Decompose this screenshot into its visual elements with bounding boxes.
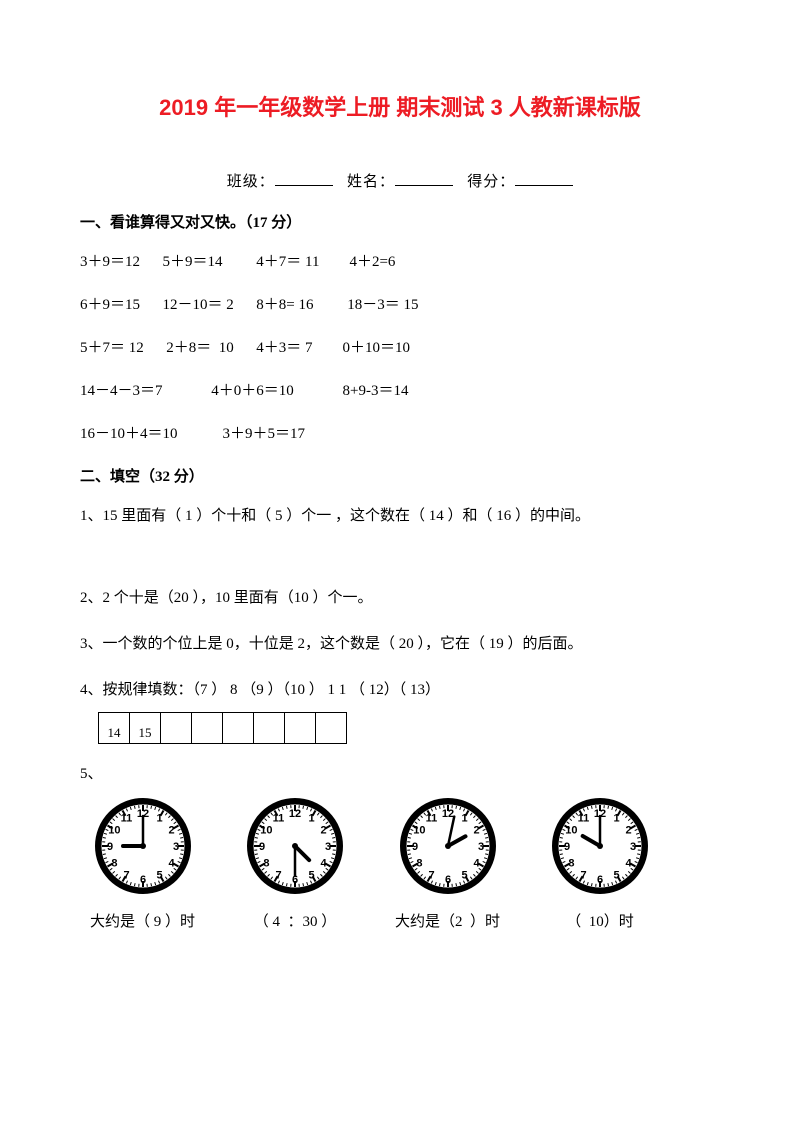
clock: 123456789101112大约是（ 9 ）时 — [90, 796, 195, 931]
svg-text:11: 11 — [578, 812, 590, 824]
svg-text:3: 3 — [477, 841, 483, 853]
sequence-box — [161, 712, 192, 744]
svg-text:2: 2 — [321, 825, 327, 837]
svg-text:1: 1 — [156, 812, 162, 824]
clock-label: 大约是（ 9 ）时 — [90, 910, 195, 931]
section-2-heading: 二、填空（32 分） — [80, 465, 720, 486]
svg-text:11: 11 — [120, 812, 132, 824]
clock-icon: 123456789101112 — [398, 796, 498, 896]
svg-text:3: 3 — [172, 841, 178, 853]
svg-text:5: 5 — [613, 870, 619, 882]
svg-text:7: 7 — [275, 870, 281, 882]
svg-text:8: 8 — [568, 858, 574, 870]
svg-text:5: 5 — [308, 870, 314, 882]
sequence-box — [254, 712, 285, 744]
svg-text:1: 1 — [461, 812, 467, 824]
name-label: 姓名： — [347, 174, 395, 190]
svg-text:2: 2 — [473, 825, 479, 837]
sequence-boxes: 1415 — [98, 712, 720, 744]
svg-text:8: 8 — [416, 858, 422, 870]
score-label: 得分： — [467, 174, 515, 190]
svg-text:12: 12 — [289, 808, 301, 820]
sequence-box: 15 — [130, 712, 161, 744]
clock: 123456789101112大约是（2 ）时 — [395, 796, 500, 931]
info-line: 班级： 姓名： 得分： — [80, 170, 720, 191]
sequence-box: 14 — [98, 712, 130, 744]
clocks-row: 123456789101112大约是（ 9 ）时123456789101112（… — [90, 796, 720, 931]
name-blank — [395, 171, 453, 186]
clock-icon: 123456789101112 — [550, 796, 650, 896]
calc-row-4: 14－4－3＝7 4＋0＋6＝10 8+9-3＝14 — [80, 379, 720, 400]
svg-text:6: 6 — [444, 874, 450, 886]
svg-text:11: 11 — [273, 812, 285, 824]
clock: 123456789101112（ 4 ：30 ） — [245, 796, 345, 931]
class-blank — [275, 171, 333, 186]
q5-label: 5、 — [80, 762, 720, 786]
svg-text:3: 3 — [630, 841, 636, 853]
svg-text:9: 9 — [259, 841, 265, 853]
svg-text:7: 7 — [580, 870, 586, 882]
svg-text:10: 10 — [260, 825, 272, 837]
svg-text:10: 10 — [108, 825, 120, 837]
svg-text:7: 7 — [428, 870, 434, 882]
clock-label: （ 4 ：30 ） — [254, 910, 337, 931]
svg-text:5: 5 — [461, 870, 467, 882]
svg-text:6: 6 — [597, 874, 603, 886]
sequence-box — [223, 712, 254, 744]
calc-row-2: 6＋9＝15 12－10＝ 2 8＋8= 16 18－3＝ 15 — [80, 293, 720, 314]
svg-text:9: 9 — [106, 841, 112, 853]
svg-text:6: 6 — [139, 874, 145, 886]
calc-row-3: 5＋7＝ 12 2＋8＝ 10 4＋3＝ 7 0＋10＝10 — [80, 336, 720, 357]
page-title: 2019 年一年级数学上册 期末测试 3 人教新课标版 — [80, 90, 720, 122]
q4: 4、按规律填数：（7 ） 8 （9 ）（10 ） 1 1 （ 12）（ 13） — [80, 678, 720, 702]
svg-text:8: 8 — [263, 858, 269, 870]
svg-text:12: 12 — [441, 808, 453, 820]
clock-label: 大约是（2 ）时 — [395, 910, 500, 931]
q1: 1、15 里面有（ 1 ）个十和（ 5 ）个一 ，这个数在（ 14 ）和（ 16… — [80, 504, 720, 528]
score-blank — [515, 171, 573, 186]
svg-text:4: 4 — [168, 858, 175, 870]
svg-text:5: 5 — [156, 870, 162, 882]
svg-text:11: 11 — [425, 812, 437, 824]
svg-text:1: 1 — [308, 812, 314, 824]
svg-text:3: 3 — [325, 841, 331, 853]
clock-icon: 123456789101112 — [93, 796, 193, 896]
calc-row-1: 3＋9＝12 5＋9＝14 4＋7＝ 11 4＋2=6 — [80, 250, 720, 271]
sequence-box — [285, 712, 316, 744]
q3: 3、一个数的个位上是 0，十位是 2，这个数是（ 20 ），它在（ 19 ）的后… — [80, 632, 720, 656]
svg-text:4: 4 — [473, 858, 480, 870]
sequence-box — [316, 712, 347, 744]
svg-text:4: 4 — [626, 858, 633, 870]
section-1-heading: 一、看谁算得又对又快。（17 分） — [80, 211, 720, 232]
svg-text:8: 8 — [111, 858, 117, 870]
calc-row-5: 16－10＋4＝10 3＋9＋5＝17 — [80, 422, 720, 443]
svg-text:7: 7 — [123, 870, 129, 882]
svg-text:1: 1 — [613, 812, 619, 824]
svg-text:10: 10 — [565, 825, 577, 837]
clock-icon: 123456789101112 — [245, 796, 345, 896]
svg-text:9: 9 — [411, 841, 417, 853]
class-label: 班级： — [227, 174, 275, 190]
sequence-box — [192, 712, 223, 744]
svg-text:4: 4 — [321, 858, 328, 870]
clock: 123456789101112（ 10）时 — [550, 796, 650, 931]
svg-text:2: 2 — [168, 825, 174, 837]
svg-text:10: 10 — [413, 825, 425, 837]
svg-text:9: 9 — [564, 841, 570, 853]
clock-label: （ 10）时 — [566, 910, 634, 931]
svg-text:2: 2 — [626, 825, 632, 837]
q2: 2、2 个十是（20 ），10 里面有（10 ）个一。 — [80, 586, 720, 610]
